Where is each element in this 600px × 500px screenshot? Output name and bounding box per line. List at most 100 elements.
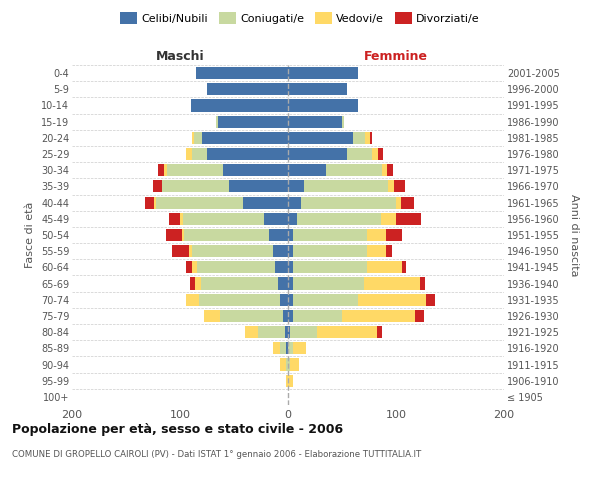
Bar [229,180,288,192]
Bar [207,83,288,96]
Bar [401,196,415,208]
Bar [192,148,207,160]
Bar [220,310,283,322]
Bar [285,326,288,338]
Bar [199,294,280,306]
Bar [164,164,167,176]
Bar [370,132,372,144]
Bar [377,148,383,160]
Bar [194,132,202,144]
Bar [293,294,358,306]
Bar [207,148,288,160]
Legend: Celibi/Nubili, Coniugati/e, Vedovi/e, Divorziati/e: Celibi/Nubili, Coniugati/e, Vedovi/e, Di… [116,8,484,28]
Bar [396,212,421,225]
Bar [367,229,386,241]
Bar [288,374,293,387]
Bar [288,229,293,241]
Bar [290,326,317,338]
Bar [184,229,269,241]
Bar [215,116,218,128]
Bar [288,278,293,289]
Bar [242,196,288,208]
Bar [187,262,192,274]
Text: Femmine: Femmine [364,50,428,64]
Bar [420,278,425,289]
Bar [296,212,381,225]
Text: Popolazione per età, sesso e stato civile - 2006: Popolazione per età, sesso e stato civil… [12,422,343,436]
Bar [182,229,184,241]
Bar [347,148,372,160]
Bar [278,278,288,289]
Bar [218,116,288,128]
Bar [273,342,280,354]
Bar [388,164,393,176]
Bar [191,100,288,112]
Bar [293,229,367,241]
Bar [372,148,377,160]
Bar [293,342,307,354]
Bar [288,326,290,338]
Bar [367,245,386,258]
Bar [288,148,347,160]
Bar [161,180,229,192]
Bar [288,67,358,79]
Bar [367,262,403,274]
Bar [317,326,377,338]
Bar [269,229,288,241]
Bar [197,262,275,274]
Bar [396,196,401,208]
Bar [288,100,358,112]
Bar [353,132,365,144]
Bar [192,132,194,144]
Bar [223,164,288,176]
Bar [382,164,388,176]
Bar [187,294,199,306]
Bar [288,245,293,258]
Text: COMUNE DI GROPELLO CAIROLI (PV) - Dati ISTAT 1° gennaio 2006 - Elaborazione TUTT: COMUNE DI GROPELLO CAIROLI (PV) - Dati I… [12,450,421,459]
Bar [280,358,286,370]
Bar [187,148,192,160]
Bar [273,245,288,258]
Bar [304,180,388,192]
Bar [386,229,403,241]
Bar [283,310,288,322]
Bar [245,326,258,338]
Bar [288,358,290,370]
Bar [166,229,182,241]
Bar [286,358,288,370]
Bar [288,132,353,144]
Bar [288,310,293,322]
Bar [258,326,285,338]
Bar [158,164,164,176]
Bar [326,164,382,176]
Bar [377,326,382,338]
Bar [293,310,342,322]
Bar [200,278,278,289]
Bar [145,196,154,208]
Y-axis label: Anni di nascita: Anni di nascita [569,194,579,276]
Bar [293,262,367,274]
Bar [195,278,200,289]
Bar [386,245,392,258]
Bar [288,83,347,96]
Bar [342,310,415,322]
Bar [288,116,342,128]
Bar [288,180,304,192]
Bar [288,212,296,225]
Bar [293,278,364,289]
Bar [192,245,273,258]
Bar [286,342,288,354]
Bar [264,212,288,225]
Bar [180,212,183,225]
Bar [388,180,394,192]
Bar [381,212,396,225]
Bar [403,262,406,274]
Bar [190,278,195,289]
Bar [280,342,286,354]
Bar [342,116,344,128]
Bar [288,164,326,176]
Bar [288,294,293,306]
Bar [426,294,435,306]
Bar [154,196,156,208]
Bar [280,294,288,306]
